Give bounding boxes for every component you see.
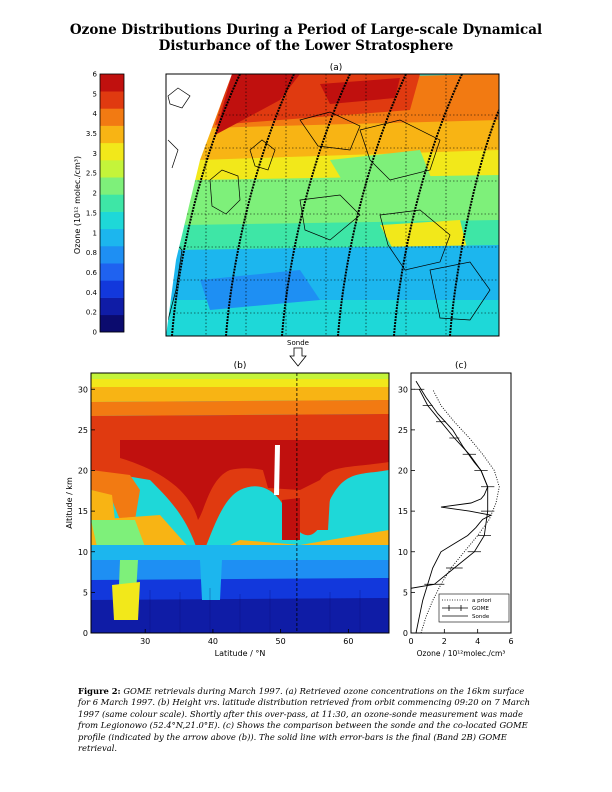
colorbar-swatch — [100, 263, 124, 281]
title-line-1: Ozone Distributions During a Period of L… — [69, 22, 543, 38]
title-line-2: Disturbance of the Lower Stratosphere — [158, 38, 454, 54]
panel-c-ytick-label: 15 — [398, 507, 408, 516]
panel-b-xlabel: Latitude / °N — [215, 649, 266, 658]
colorbar-tick-label: 0.6 — [86, 269, 98, 277]
panel-c-xtick-label: 6 — [508, 637, 513, 646]
panel-b-axes: 30 40 50 60 0 5 10 15 20 25 30 — [78, 385, 354, 646]
panel-b-ytick-label: 15 — [78, 507, 88, 516]
colorbar-tick-label: 1 — [93, 229, 97, 237]
panel-a-map — [165, 73, 500, 337]
colorbar-tick-label: 3 — [93, 150, 97, 158]
panel-b-xtick-label: 30 — [140, 637, 150, 646]
page-title: Ozone Distributions During a Period of L… — [0, 22, 612, 54]
panel-c-ytick-label: 20 — [398, 467, 408, 476]
panel-b-ytick-label: 5 — [83, 588, 88, 597]
colorbar-tick-label: 3.5 — [86, 130, 97, 138]
panel-c-xtick-label: 2 — [442, 637, 447, 646]
panel-b-xtick-label: 60 — [343, 637, 353, 646]
colorbar-tick-label: 5 — [93, 90, 97, 98]
panel-c-xtick-label: 4 — [475, 637, 480, 646]
panel-b-ytick-label: 0 — [83, 629, 88, 638]
colorbar-swatch — [100, 74, 124, 92]
colorbar-swatch — [100, 297, 124, 316]
panel-b-ytick-label: 10 — [78, 548, 88, 557]
panel-c-ytick-label: 30 — [398, 385, 408, 394]
panel-label-c: (c) — [455, 361, 467, 371]
legend: a priori GOME Sonde — [438, 593, 510, 623]
legend-apriori: a priori — [472, 598, 492, 604]
colorbar-tick-label: 0 — [93, 329, 97, 337]
series-line-gome — [410, 389, 489, 633]
panel-c-xlabel: Ozone / 10¹²molec./cm³ — [417, 649, 506, 658]
panel-c-axes: 0 2 4 6 0 5 10 15 20 25 30 — [398, 385, 514, 646]
panel-b-ylabel: Altitude / km — [65, 477, 74, 529]
colorbar-tick-label: 0.8 — [86, 249, 97, 257]
colorbar-tick-label: 4 — [93, 110, 98, 118]
legend-sonde: Sonde — [472, 614, 490, 620]
caption-label: Figure 2: — [78, 686, 121, 696]
colorbar-swatch — [100, 228, 124, 247]
colorbar-tick-label: 2.5 — [86, 170, 97, 178]
colorbar-swatch — [100, 91, 124, 109]
sonde-arrow-icon — [289, 347, 307, 367]
map-grid — [166, 74, 499, 336]
colorbar-swatch — [100, 314, 124, 333]
panel-b-xtick-label: 40 — [208, 637, 218, 646]
colorbar-tick-label: 6 — [93, 71, 98, 79]
series-line-sonde — [415, 380, 493, 634]
panel-c-ytick-label: 5 — [403, 588, 408, 597]
map-swath — [166, 74, 499, 336]
colorbar-swatch — [100, 211, 124, 230]
legend-gome: GOME — [472, 606, 489, 612]
panel-b: 30 40 50 60 0 5 10 15 20 25 30 Latitude / °N Altit… — [65, 372, 390, 658]
colorbar-tick-label: 1.5 — [86, 209, 97, 217]
panel-c-lines — [410, 380, 500, 634]
panel-c-ytick-label: 25 — [398, 426, 408, 435]
panel-c-ytick-label: 0 — [403, 629, 408, 638]
panel-b-ytick-label: 25 — [78, 426, 88, 435]
colorbar-swatch — [100, 160, 124, 178]
colorbar-swatch — [100, 125, 124, 144]
panel-label-a: (a) — [330, 63, 343, 73]
colorbar-tick-label: 0.2 — [86, 309, 97, 317]
colorbar-swatch — [100, 194, 124, 212]
colorbar-swatch — [100, 108, 124, 126]
colorbar-swatch — [100, 177, 124, 195]
panel-b-xtick-label: 50 — [276, 637, 286, 646]
colorbar: 0 0.2 0.4 0.6 0.8 1 1.5 2 2.5 3 3.5 4 5 6 — [86, 71, 125, 337]
panel-b-ytick-label: 20 — [78, 467, 88, 476]
colorbar-tick-label: 2 — [93, 190, 97, 198]
orbit-tracks — [171, 74, 499, 336]
panel-c-xtick-label: 0 — [408, 637, 413, 646]
panel-label-b: (b) — [234, 361, 247, 371]
panel-b-ytick-label: 30 — [78, 385, 88, 394]
colorbar-tick-label: 0.4 — [86, 289, 98, 297]
panel-b-contours — [91, 373, 389, 633]
colorbar-label: Ozone (10¹² molec./cm³) — [73, 156, 82, 254]
map-no-data-region — [166, 74, 232, 336]
figure-caption: Figure 2: GOME retrievals during March 1… — [78, 686, 538, 754]
colorbar-swatch — [100, 142, 124, 161]
panel-c-ytick-label: 10 — [398, 548, 408, 557]
colorbar-swatch — [100, 246, 124, 264]
caption-text: GOME retrievals during March 1997. (a) R… — [78, 686, 530, 754]
colorbar-swatch — [100, 280, 124, 298]
sonde-label: Sonde — [287, 339, 309, 347]
